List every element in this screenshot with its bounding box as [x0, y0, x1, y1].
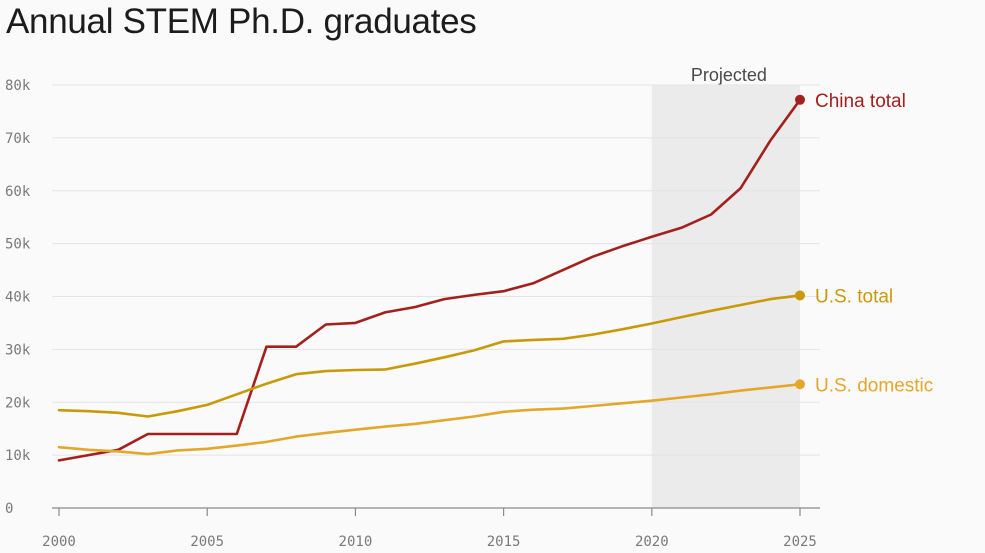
x-tick-label: 2020 [635, 534, 669, 550]
series-endpoint-china-total [795, 94, 805, 105]
y-tick-label: 60k [5, 184, 31, 200]
x-tick-label: 2005 [190, 534, 224, 550]
series-line-china-total [57, 98, 802, 462]
y-tick-label: 40k [5, 290, 31, 306]
y-tick-label: 70k [5, 131, 31, 147]
x-tick-label: 2015 [487, 534, 521, 550]
series-endpoint-u-s-domestic [795, 379, 805, 390]
series-label-u-s-domestic: U.S. domestic [815, 375, 933, 396]
x-tick-label: 2000 [42, 534, 76, 550]
series-line-u-s-domestic [57, 382, 802, 456]
series-line-u-s-total [57, 294, 802, 418]
projected-label: Projected [691, 65, 767, 85]
y-tick-label: 80k [5, 78, 31, 94]
y-tick-label: 10k [5, 448, 31, 464]
y-tick-label: 20k [5, 395, 31, 411]
x-tick-label: 2025 [783, 534, 817, 550]
chart-title: Annual STEM Ph.D. graduates [6, 2, 477, 41]
y-tick-label: 50k [5, 237, 31, 253]
series-label-u-s-total: U.S. total [815, 286, 893, 307]
series-endpoint-u-s-total [795, 290, 805, 301]
x-tick-label: 2010 [339, 534, 373, 550]
series-label-china-total: China total [815, 91, 906, 112]
y-tick-label: 30k [5, 342, 31, 358]
y-tick-label: 0 [5, 501, 13, 517]
